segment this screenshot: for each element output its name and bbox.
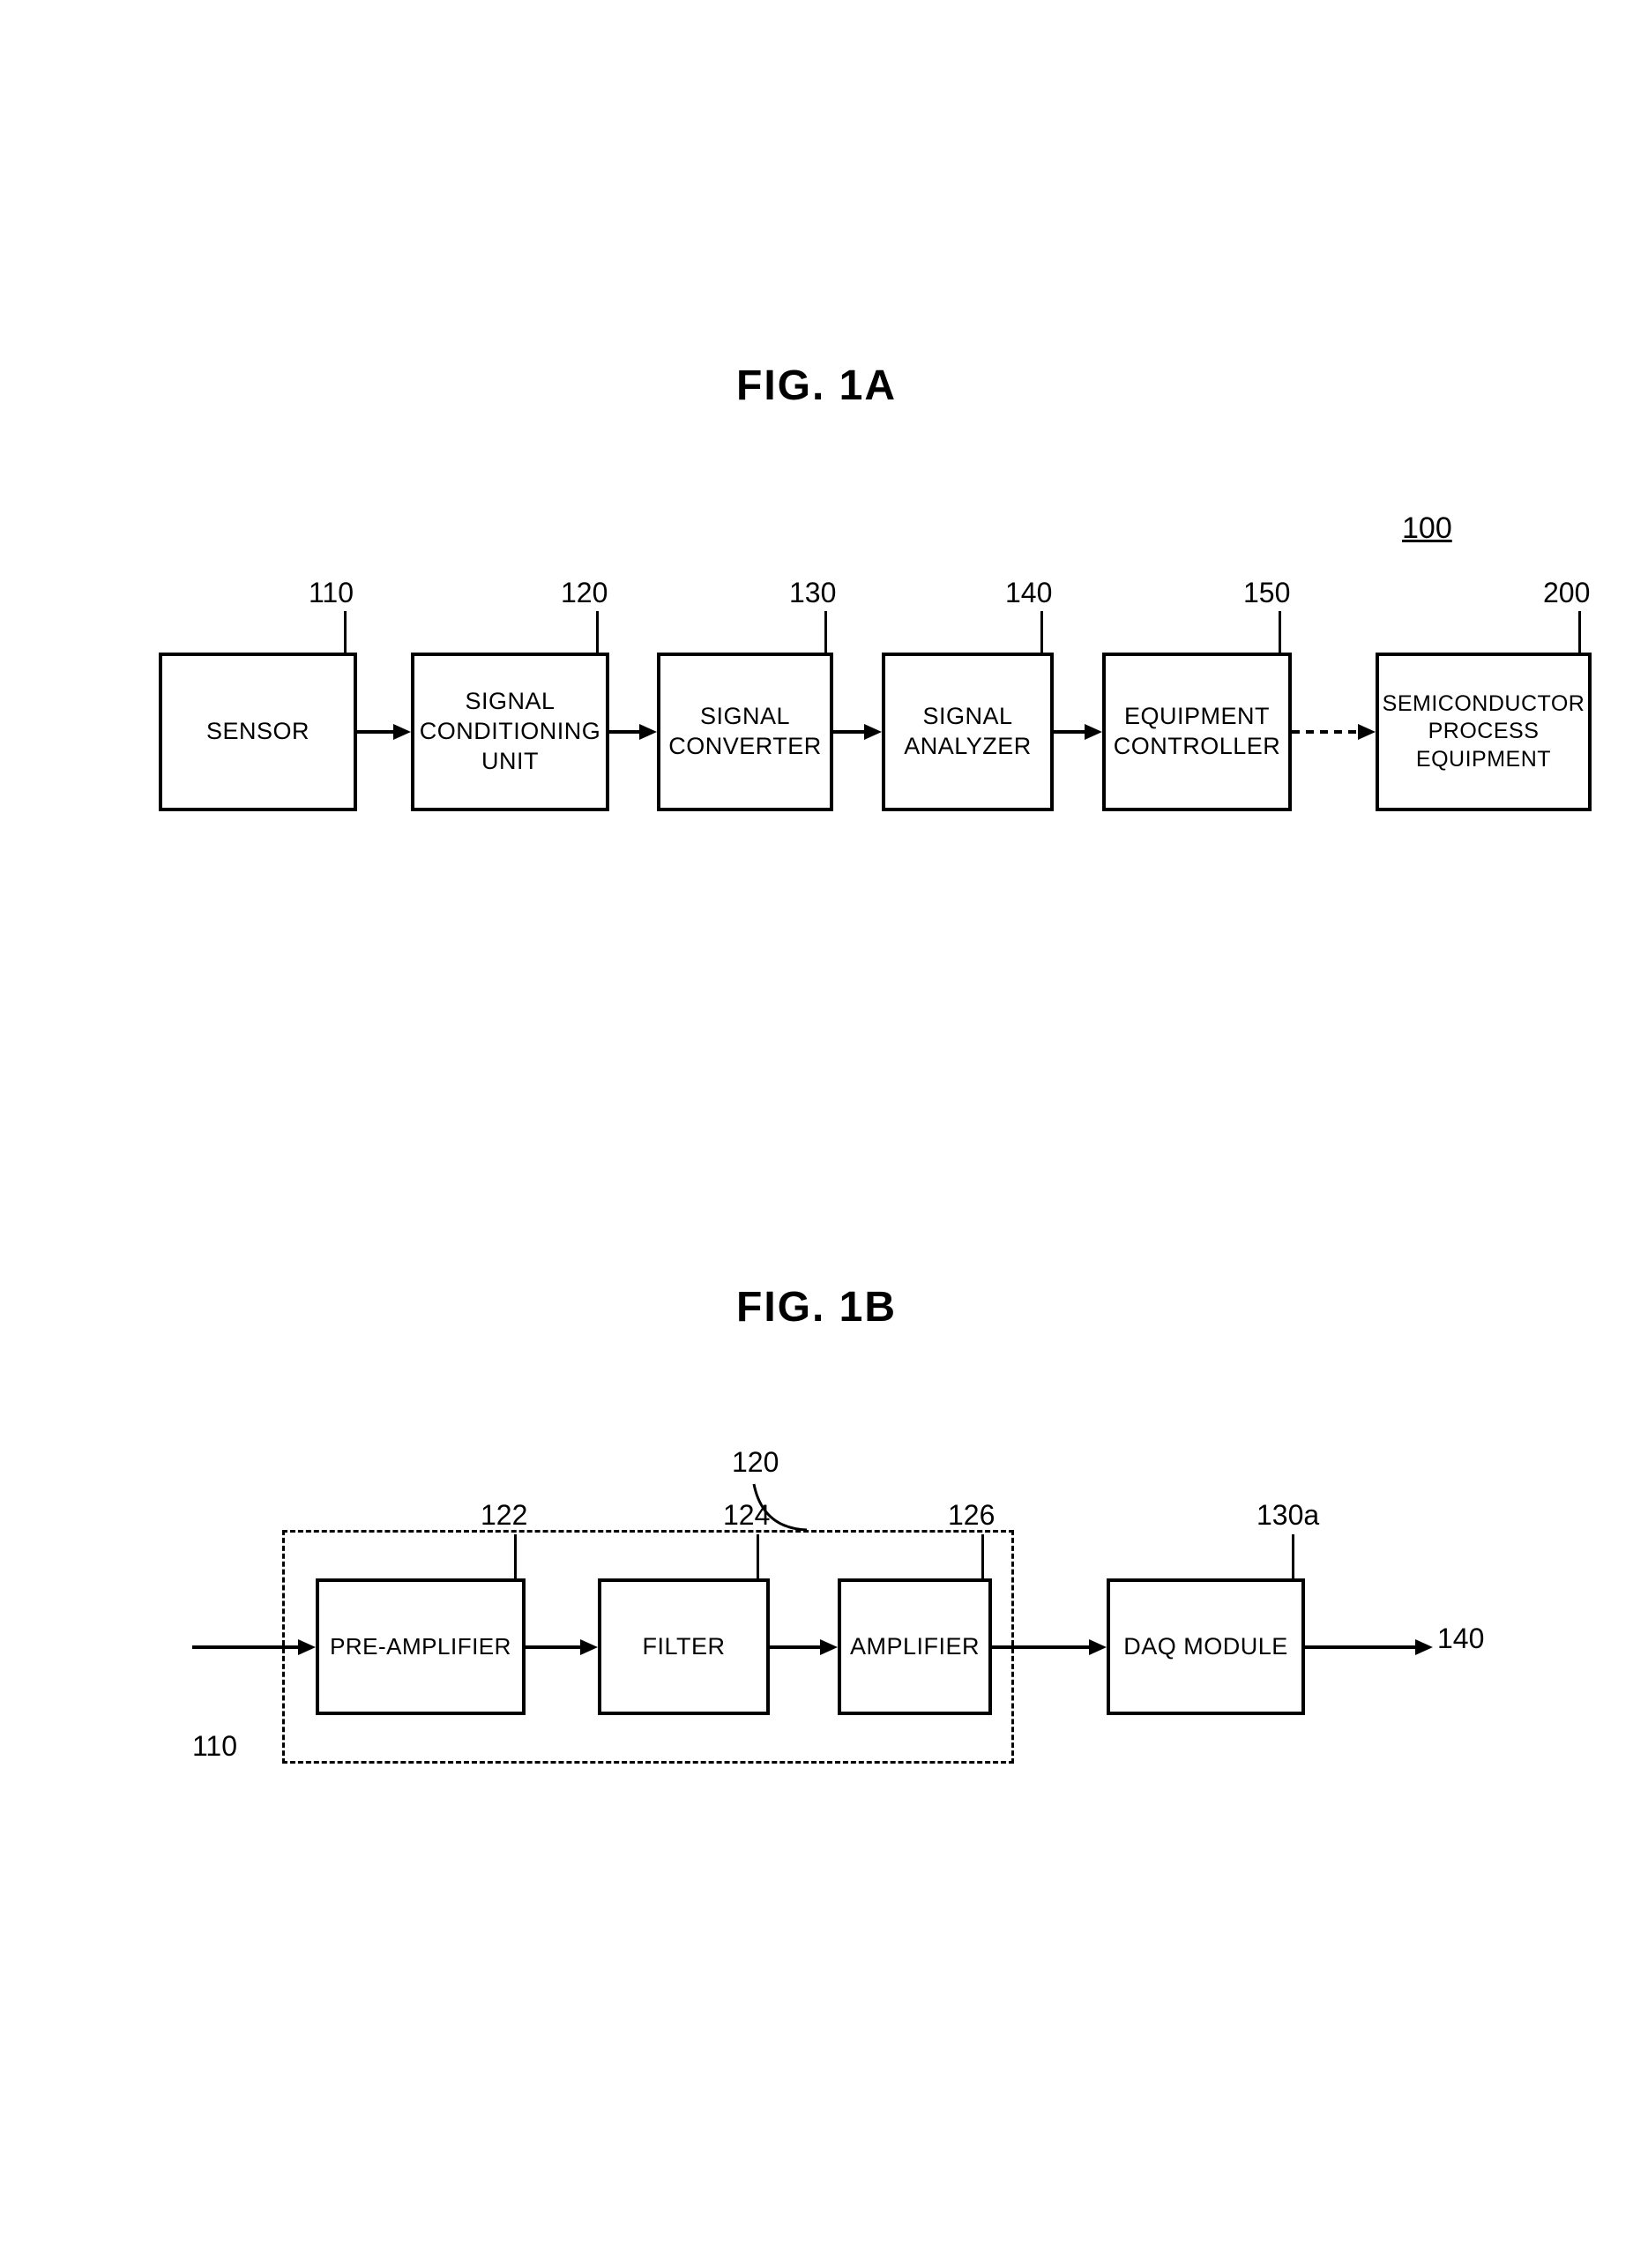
- daq-ref: 130a: [1257, 1499, 1319, 1532]
- controller-leader: [1279, 611, 1281, 653]
- preamp-leader: [514, 1534, 517, 1578]
- sensor-block: SENSOR: [159, 653, 357, 811]
- equipment-ref: 200: [1543, 577, 1590, 609]
- sensor-ref: 110: [309, 577, 354, 609]
- equipment-leader: [1578, 611, 1581, 653]
- arrow-daq-output: [1305, 1634, 1433, 1660]
- arrow-amplifier-daq: [992, 1634, 1107, 1660]
- output-ref-140: 140: [1437, 1623, 1484, 1655]
- input-ref-110: 110: [192, 1730, 237, 1763]
- arrow-analyzer-controller: [1054, 719, 1102, 745]
- amplifier-label: AMPLIFIER: [850, 1632, 980, 1662]
- daq-label: DAQ MODULE: [1123, 1632, 1288, 1662]
- arrow-filter-amplifier: [770, 1634, 838, 1660]
- sensor-leader: [344, 611, 347, 653]
- amplifier-ref: 126: [948, 1499, 995, 1532]
- amplifier-leader: [981, 1534, 984, 1578]
- analyzer-leader: [1040, 611, 1043, 653]
- filter-ref: 124: [723, 1499, 770, 1532]
- sensor-label: SENSOR: [206, 717, 309, 747]
- daq-leader: [1292, 1534, 1294, 1578]
- converter-leader: [824, 611, 827, 653]
- arrow-sensor-scu: [357, 719, 411, 745]
- arrow-preamp-filter: [526, 1634, 598, 1660]
- preamp-block: PRE-AMPLIFIER: [316, 1578, 526, 1715]
- preamp-ref: 122: [481, 1499, 527, 1532]
- analyzer-label: SIGNAL ANALYZER: [904, 702, 1032, 762]
- analyzer-ref: 140: [1005, 577, 1052, 609]
- container-ref-120: 120: [732, 1446, 779, 1479]
- analyzer-block: SIGNAL ANALYZER: [882, 653, 1054, 811]
- controller-ref: 150: [1243, 577, 1290, 609]
- filter-leader: [757, 1534, 759, 1578]
- daq-block: DAQ MODULE: [1107, 1578, 1305, 1715]
- fig-1b-title: FIG. 1B: [736, 1283, 897, 1332]
- amplifier-block: AMPLIFIER: [838, 1578, 992, 1715]
- arrow-converter-analyzer: [833, 719, 882, 745]
- arrow-controller-equipment-dashed: [1292, 719, 1376, 745]
- controller-label: EQUIPMENT CONTROLLER: [1114, 702, 1281, 762]
- scu-block: SIGNAL CONDITIONING UNIT: [411, 653, 609, 811]
- equipment-block: SEMICONDUCTOR PROCESS EQUIPMENT: [1376, 653, 1592, 811]
- scu-ref: 120: [561, 577, 608, 609]
- controller-block: EQUIPMENT CONTROLLER: [1102, 653, 1292, 811]
- converter-ref: 130: [789, 577, 836, 609]
- preamp-label: PRE-AMPLIFIER: [330, 1632, 511, 1661]
- converter-label: SIGNAL CONVERTER: [668, 702, 822, 762]
- system-ref-100: 100: [1402, 511, 1452, 546]
- fig-1a-title: FIG. 1A: [736, 362, 897, 410]
- scu-leader: [596, 611, 599, 653]
- converter-block: SIGNAL CONVERTER: [657, 653, 833, 811]
- scu-label: SIGNAL CONDITIONING UNIT: [420, 687, 601, 776]
- filter-label: FILTER: [642, 1632, 725, 1662]
- equipment-label: SEMICONDUCTOR PROCESS EQUIPMENT: [1383, 690, 1585, 773]
- filter-block: FILTER: [598, 1578, 770, 1715]
- arrow-input-preamp: [192, 1634, 316, 1660]
- arrow-scu-converter: [609, 719, 657, 745]
